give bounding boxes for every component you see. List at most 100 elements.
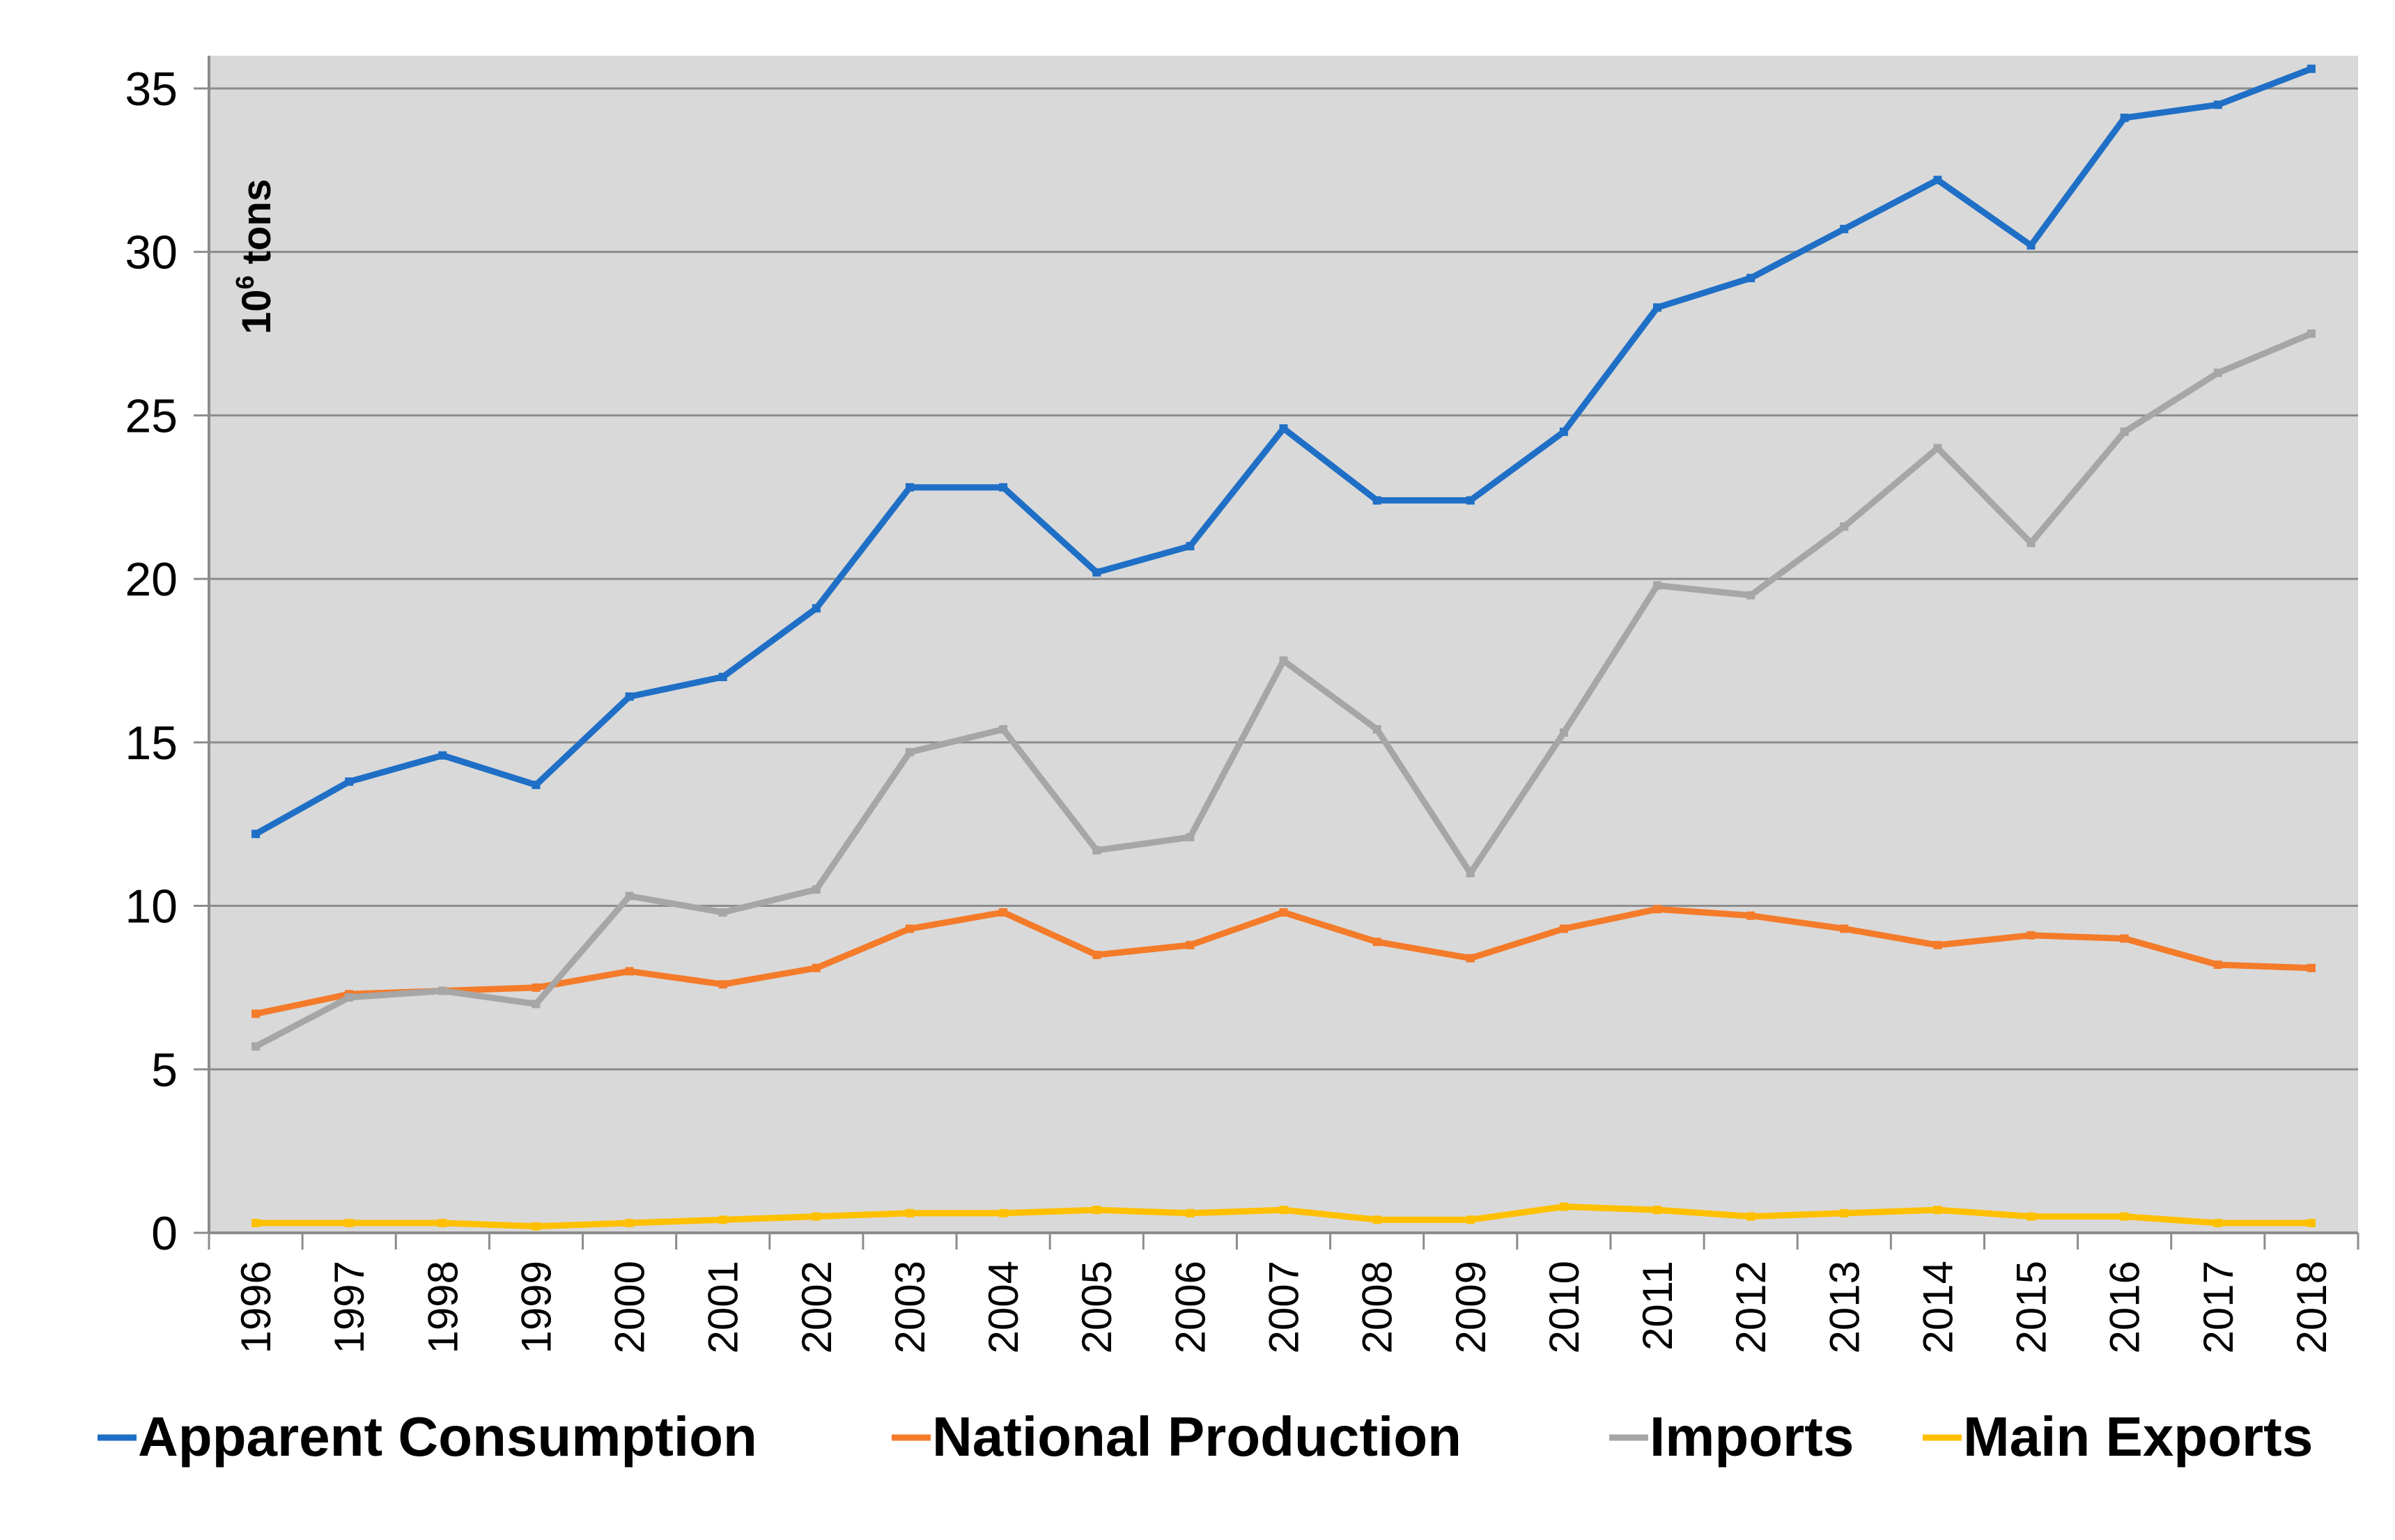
x-tick-label-2007: 2007 — [1261, 1261, 1308, 1353]
legend-item-national-production: National Production — [892, 1406, 1462, 1468]
y-tick-label: 20 — [125, 553, 178, 606]
x-tick-label-2002: 2002 — [793, 1261, 840, 1353]
data-point-national-production-2007 — [1279, 908, 1288, 917]
x-tick-label-2003: 2003 — [887, 1261, 933, 1353]
data-point-apparent-consumption-2012 — [1746, 274, 1755, 283]
y-tick-label: 10 — [125, 880, 178, 933]
data-point-apparent-consumption-2010 — [1559, 427, 1568, 436]
data-point-national-production-1999 — [532, 983, 541, 992]
data-point-apparent-consumption-2005 — [1092, 568, 1101, 577]
legend-item-apparent-consumption: Apparent Consumption — [98, 1406, 757, 1468]
plot-area-background — [209, 56, 2358, 1233]
data-point-imports-1998 — [438, 986, 447, 995]
data-point-imports-2009 — [1466, 869, 1475, 878]
data-point-national-production-2004 — [999, 908, 1008, 917]
x-tick-label-2012: 2012 — [1728, 1261, 1774, 1353]
x-tick-label-1996: 1996 — [233, 1261, 279, 1353]
data-point-apparent-consumption-1998 — [438, 751, 447, 760]
data-point-main-exports-2005 — [1092, 1206, 1101, 1215]
data-point-apparent-consumption-2007 — [1279, 424, 1288, 433]
data-point-national-production-2017 — [2213, 960, 2222, 970]
legend-label: Apparent Consumption — [138, 1406, 757, 1468]
data-point-apparent-consumption-2000 — [625, 692, 634, 701]
data-point-imports-2011 — [1653, 581, 1662, 590]
x-tick-label-2009: 2009 — [1448, 1261, 1494, 1353]
y-tick-label: 30 — [125, 226, 178, 279]
data-point-main-exports-2012 — [1746, 1212, 1755, 1221]
data-point-imports-2010 — [1559, 728, 1568, 737]
data-point-imports-2012 — [1746, 591, 1755, 600]
data-point-apparent-consumption-2015 — [2026, 241, 2036, 250]
data-point-national-production-2008 — [1372, 938, 1381, 947]
data-point-national-production-2009 — [1466, 954, 1475, 963]
data-point-apparent-consumption-2011 — [1653, 303, 1662, 312]
data-point-main-exports-2008 — [1372, 1215, 1381, 1224]
x-tick-label-2016: 2016 — [2102, 1261, 2148, 1353]
y-unit-rest: tons — [234, 179, 279, 276]
data-point-apparent-consumption-2016 — [2120, 114, 2129, 123]
x-tick-label-2004: 2004 — [980, 1261, 1027, 1353]
data-point-national-production-2015 — [2026, 931, 2036, 940]
data-point-imports-2003 — [905, 747, 914, 756]
data-point-apparent-consumption-2013 — [1840, 224, 1849, 233]
x-tick-label-2005: 2005 — [1074, 1261, 1120, 1353]
data-point-main-exports-1999 — [532, 1222, 541, 1231]
data-point-imports-2007 — [1279, 656, 1288, 665]
x-tick-label-2006: 2006 — [1167, 1261, 1214, 1353]
data-point-apparent-consumption-1999 — [532, 780, 541, 789]
data-point-national-production-2011 — [1653, 905, 1662, 914]
data-point-main-exports-2001 — [718, 1215, 727, 1224]
data-point-apparent-consumption-2018 — [2307, 64, 2316, 73]
data-point-main-exports-2013 — [1840, 1208, 1849, 1218]
data-point-main-exports-2004 — [999, 1208, 1008, 1218]
x-tick-label-2014: 2014 — [1914, 1261, 1961, 1353]
legend-label: Main Exports — [1963, 1406, 2313, 1468]
legend-item-imports: Imports — [1609, 1406, 1854, 1468]
data-point-imports-2015 — [2026, 538, 2036, 547]
data-point-main-exports-2011 — [1653, 1206, 1662, 1215]
data-point-apparent-consumption-2014 — [1933, 176, 1942, 185]
x-tick-label-1999: 1999 — [513, 1261, 559, 1353]
data-point-apparent-consumption-2017 — [2213, 100, 2222, 109]
data-point-main-exports-2018 — [2307, 1218, 2316, 1227]
data-point-imports-1996 — [251, 1042, 261, 1051]
x-tick-label-2010: 2010 — [1541, 1261, 1588, 1353]
series-main-exports — [251, 1202, 2316, 1231]
data-point-national-production-2005 — [1092, 950, 1101, 959]
data-point-apparent-consumption-2004 — [999, 483, 1008, 492]
legend: Apparent Consumption National Production I… — [98, 1406, 2313, 1468]
data-point-national-production-2001 — [718, 980, 727, 989]
data-point-imports-2014 — [1933, 444, 1942, 453]
data-point-imports-2004 — [999, 725, 1008, 734]
data-point-national-production-2018 — [2307, 963, 2316, 972]
data-point-main-exports-2017 — [2213, 1218, 2222, 1227]
data-point-main-exports-2002 — [812, 1212, 821, 1221]
data-point-imports-2005 — [1092, 846, 1101, 855]
data-point-apparent-consumption-2002 — [812, 604, 821, 613]
data-point-apparent-consumption-2001 — [718, 672, 727, 681]
data-point-apparent-consumption-2003 — [905, 483, 914, 492]
x-tick-label-2001: 2001 — [700, 1261, 747, 1353]
data-point-apparent-consumption-2006 — [1186, 542, 1195, 551]
series-national-production — [251, 905, 2316, 1018]
data-point-national-production-2006 — [1186, 940, 1195, 949]
data-point-main-exports-2016 — [2120, 1212, 2129, 1221]
data-point-main-exports-1996 — [251, 1218, 261, 1227]
gridlines — [209, 87, 2358, 1071]
data-point-main-exports-2010 — [1559, 1202, 1568, 1211]
data-point-national-production-2016 — [2120, 934, 2129, 943]
data-point-main-exports-2003 — [905, 1208, 914, 1218]
data-point-national-production-2000 — [625, 967, 634, 976]
x-tick-label-2015: 2015 — [2008, 1261, 2055, 1353]
data-point-imports-1999 — [532, 1000, 541, 1009]
y-tick-label: 25 — [125, 389, 178, 442]
data-point-imports-2013 — [1840, 522, 1849, 531]
data-point-national-production-1996 — [251, 1009, 261, 1018]
data-point-imports-2008 — [1372, 725, 1381, 734]
data-point-main-exports-2014 — [1933, 1206, 1942, 1215]
data-point-main-exports-2009 — [1466, 1215, 1475, 1224]
data-point-imports-2000 — [625, 892, 634, 901]
data-point-national-production-2010 — [1559, 924, 1568, 933]
x-tick-label-2011: 2011 — [1634, 1261, 1681, 1351]
data-point-main-exports-2000 — [625, 1218, 634, 1227]
